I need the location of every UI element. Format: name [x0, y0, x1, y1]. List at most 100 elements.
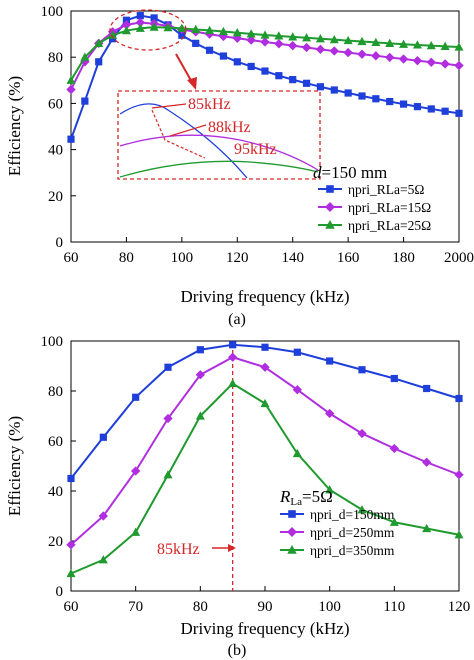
x-tick-label: 2000 — [444, 250, 474, 266]
series-triangle-point — [357, 36, 367, 46]
y-tick-label: 20 — [48, 189, 63, 205]
series-square-point — [81, 97, 89, 105]
series-square-point — [205, 46, 214, 54]
inset-pointer-85 — [151, 103, 187, 109]
series-square-point — [358, 92, 366, 100]
series-square-point — [261, 343, 269, 351]
series-triangle-point — [399, 39, 409, 48]
series-diamond-point — [412, 55, 423, 66]
series-diamond-point — [454, 470, 464, 480]
series-triangle-point — [454, 530, 464, 539]
series-diamond-point — [389, 443, 400, 454]
series-square-point — [132, 393, 140, 401]
series-diamond-point — [440, 59, 450, 69]
y-tick-label: 0 — [56, 584, 64, 600]
series-triangle-point — [232, 28, 242, 37]
series-diamond-point — [292, 385, 303, 395]
series-square-point — [136, 12, 144, 20]
series-triangle-point — [149, 22, 159, 31]
vline-label-arrowhead — [228, 544, 236, 552]
legend-swatch-point — [287, 545, 297, 554]
x-tick-label: 180 — [392, 250, 415, 266]
series-triangle-point — [131, 527, 141, 536]
series-square-point — [289, 76, 297, 84]
series-diamond-point — [66, 84, 76, 95]
series-diamond-point — [454, 60, 464, 71]
series-square-point — [326, 357, 334, 365]
series-square-point — [275, 72, 283, 80]
inset-pointer-arrow — [175, 53, 194, 85]
inset-box — [117, 90, 321, 180]
series-triangle-point — [274, 31, 284, 40]
caption-b: (b) — [228, 642, 247, 659]
legend-swatch-point — [325, 220, 335, 229]
annotation-85khz-b: 85kHz — [157, 541, 200, 558]
legend-b: RLa=5Ω ηpri_d=150mm ηpri_d=250mm ηpri_d=35… — [279, 487, 395, 558]
series-square-point — [441, 107, 449, 115]
series-square-point — [219, 52, 228, 60]
series-triangle-point — [440, 41, 450, 50]
series-diamond-point — [357, 428, 367, 439]
series-diamond-point — [66, 540, 76, 550]
series-diamond-point — [98, 511, 109, 521]
series-diamond-point — [260, 362, 270, 372]
series-triangle-point — [343, 35, 353, 45]
x-axis-label-b: Driving frequency (kHz) — [181, 619, 350, 638]
series-square-point — [164, 363, 172, 371]
series-square-point — [358, 366, 366, 374]
legend-title-b: RLa=5Ω — [279, 487, 333, 508]
inset-pointer-88 — [169, 124, 207, 137]
series-square-point — [95, 58, 103, 66]
series-triangle-point — [121, 25, 131, 35]
series-square-point — [150, 14, 158, 22]
inset-curve-5ohm — [119, 103, 248, 179]
y-axis-label-a: Efficiency (%) — [5, 76, 24, 176]
series-triangle-point — [195, 411, 205, 420]
series-square-point — [293, 348, 301, 356]
inset-curve-15ohm — [119, 134, 319, 171]
legend-entry-label: ηpri_RLa=25Ω — [348, 218, 431, 233]
series-square-point — [67, 135, 75, 143]
series-square-point — [302, 79, 311, 87]
series-triangle-point — [108, 30, 118, 39]
x-tick-label: 100 — [318, 599, 341, 615]
series-triangle — [66, 22, 464, 84]
x-tick-label: 90 — [258, 599, 273, 615]
series-triangle — [66, 378, 464, 578]
series-square-point — [247, 62, 255, 71]
series-triangle-point — [371, 37, 381, 47]
series-diamond-point — [426, 57, 436, 67]
series-triangle-point — [177, 23, 187, 32]
peak-highlight-ellipse — [109, 9, 187, 51]
y-tick-label: 0 — [56, 235, 64, 251]
plot-area-b — [70, 340, 460, 592]
legend-entry-label: ηpri_RLa=5Ω — [348, 182, 424, 197]
series-diamond-point — [385, 52, 395, 63]
series-diamond-point — [246, 35, 256, 45]
series-diamond-point — [324, 408, 335, 419]
series-diamond-point — [371, 51, 381, 61]
series-triangle-point — [260, 30, 270, 39]
series-square-point — [67, 474, 75, 483]
inset-pointer-arrowhead — [187, 77, 197, 90]
panel-b: 0 20 40 60 80 100 60 70 80 90 100 110 120 85kHz RLa… — [5, 334, 470, 659]
series-triangle-point — [422, 523, 432, 533]
series-square-point — [233, 58, 241, 66]
series-diamond-point — [274, 39, 284, 49]
series-diamond-point — [301, 42, 312, 53]
y-tick-label: 60 — [48, 434, 63, 450]
series-diamond-point — [260, 37, 270, 47]
legend-swatch-point — [325, 202, 335, 212]
series-triangle-point — [288, 32, 298, 41]
series-square-point — [390, 374, 398, 383]
series-triangle-point — [292, 448, 302, 458]
y-tick-label: 100 — [41, 4, 64, 20]
series-diamond-point — [398, 54, 409, 64]
series-diamond-line — [70, 356, 460, 546]
series-triangle-point — [385, 38, 395, 47]
series-triangle-point — [302, 33, 312, 42]
series-square-point — [229, 341, 237, 349]
series-diamond-point — [288, 40, 298, 51]
x-tick-label: 140 — [281, 250, 304, 266]
series-triangle-point — [163, 22, 173, 32]
